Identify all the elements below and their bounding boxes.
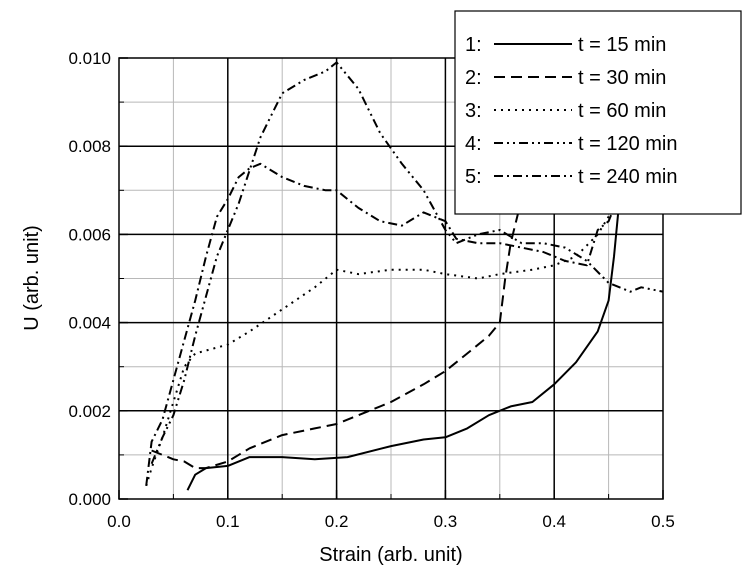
x-axis-label: Strain (arb. unit)	[319, 544, 462, 566]
series-line-3	[145, 207, 615, 487]
legend-label-2: t = 30 min	[578, 67, 666, 89]
y-tick-label: 0.004	[68, 314, 111, 333]
legend-index-2: 2:	[465, 67, 482, 89]
series-line-5	[145, 162, 615, 486]
x-tick-label: 0.3	[434, 512, 458, 531]
legend-index-1: 1:	[465, 34, 482, 56]
y-tick-label: 0.002	[68, 402, 111, 421]
legend-index-3: 3:	[465, 100, 482, 122]
series-layer	[145, 61, 663, 491]
legend-index-5: 5:	[465, 166, 482, 188]
legend-label-4: t = 120 min	[578, 133, 678, 155]
legend: 1: t = 15 min 2: t = 30 min 3: t = 60 min 4: t …	[454, 10, 742, 215]
series-line-4	[150, 61, 663, 465]
y-tick-label: 0.000	[68, 490, 111, 509]
x-tick-label: 0.1	[216, 512, 240, 531]
legend-label-3: t = 60 min	[578, 100, 666, 122]
y-axis-label: U (arb. unit)	[21, 225, 43, 331]
series-line-1	[186, 199, 621, 491]
major-grid	[119, 58, 663, 499]
x-tick-label: 0.5	[651, 512, 675, 531]
series-line-2	[151, 198, 523, 470]
y-tick-label: 0.008	[68, 137, 111, 156]
y-tick-label: 0.010	[68, 49, 111, 68]
y-tick-label: 0.006	[68, 225, 111, 244]
tick-labels: 0.0 0.1 0.2 0.3 0.4 0.5 0.000 0.002 0.004 0.006 0.…	[68, 49, 674, 531]
legend-index-4: 4:	[465, 133, 482, 155]
x-tick-label: 0.0	[107, 512, 131, 531]
legend-label-1: t = 15 min	[578, 34, 666, 56]
x-tick-label: 0.4	[542, 512, 566, 531]
x-tick-label: 0.2	[325, 512, 349, 531]
legend-label-5: t = 240 min	[578, 166, 678, 188]
axis-ticks	[118, 57, 664, 500]
